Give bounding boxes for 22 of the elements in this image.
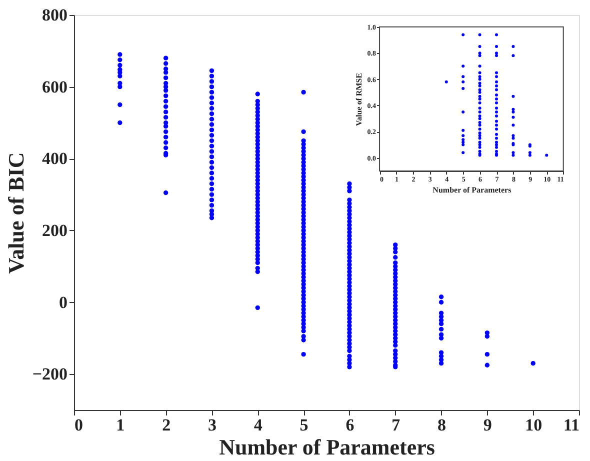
x-tick-label: 0 — [74, 416, 83, 434]
x-tick-label: 11 — [563, 416, 580, 434]
y-tick-label: 0 — [59, 292, 68, 312]
y-tick-label: −200 — [32, 364, 68, 384]
y-axis-title: Value of BIC — [3, 152, 28, 274]
y-tick-label: 800 — [42, 6, 68, 24]
x-tick-label: 8 — [438, 416, 446, 434]
y-tick-label: 600 — [42, 77, 68, 96]
x-axis-title: Number of Parameters — [432, 186, 512, 195]
x-tick-label: 9 — [483, 416, 492, 434]
x-tick-label: 5 — [300, 416, 308, 434]
y-tick-label: 400 — [42, 149, 68, 168]
x-tick-label: 4 — [254, 416, 263, 434]
x-tick-label: 6 — [346, 416, 354, 434]
y-tick-label: 200 — [42, 220, 68, 240]
x-axis-title: Number of Parameters — [219, 434, 436, 460]
x-tick-label: 10 — [525, 416, 542, 434]
x-tick-label: 7 — [392, 416, 401, 434]
x-tick-label: 2 — [162, 416, 171, 434]
x-tick-label: 3 — [208, 416, 216, 434]
x-tick-label: 1 — [116, 416, 125, 434]
y-axis-title: Value of RMSE — [354, 72, 364, 126]
